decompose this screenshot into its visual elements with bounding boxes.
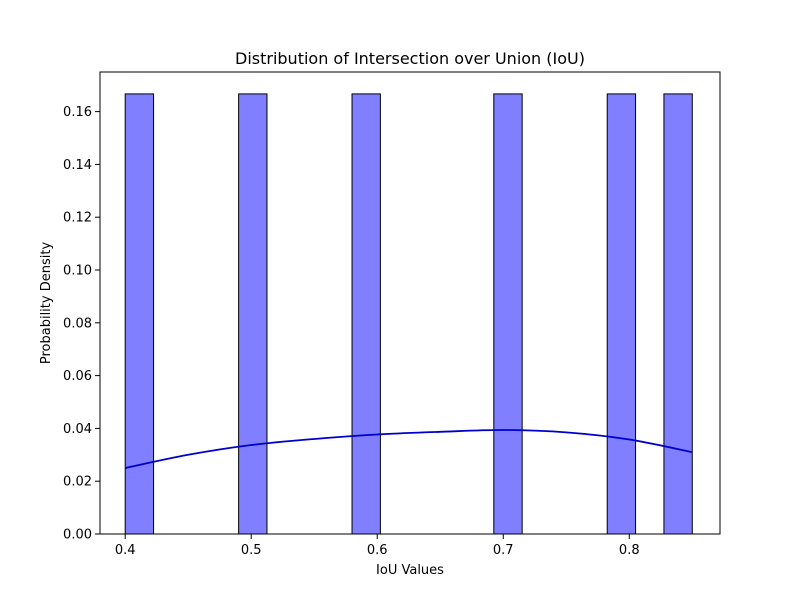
histogram-bar-3 (493, 93, 523, 535)
x-axis-ticks: 0.4 0.5 0.6 0.7 0.8 (115, 534, 640, 558)
y-axis-label: Probability Density (39, 242, 54, 365)
x-tick-label: 0.6 (367, 543, 388, 558)
histogram-bar-5 (663, 93, 693, 535)
x-tick-label: 0.4 (115, 543, 136, 558)
y-tick-label: 0.00 (63, 528, 92, 543)
y-tick-label: 0.16 (63, 105, 92, 120)
y-tick-label: 0.04 (63, 422, 92, 437)
plot-frame (99, 71, 721, 535)
y-tick-label: 0.06 (63, 369, 92, 384)
bars-group (124, 93, 693, 535)
y-tick-label: 0.14 (63, 158, 92, 173)
x-tick-label: 0.5 (241, 543, 262, 558)
y-tick-label: 0.08 (63, 316, 92, 331)
y-axis-ticks: 0.00 0.02 0.04 0.06 0.08 0.10 0.12 0.14 0.16 (63, 105, 100, 543)
y-tick-label: 0.12 (63, 211, 92, 226)
chart-title: Distribution of Intersection over Union … (235, 49, 585, 68)
histogram-bar-0 (124, 93, 155, 535)
x-tick-label: 0.8 (619, 543, 640, 558)
y-tick-label: 0.10 (63, 264, 92, 279)
x-axis-label: IoU Values (376, 563, 444, 578)
histogram-bar-1 (238, 93, 268, 535)
y-tick-label: 0.02 (63, 475, 92, 490)
histogram-bar-2 (351, 93, 381, 535)
histogram-bar-4 (606, 93, 637, 535)
x-tick-label: 0.7 (493, 543, 514, 558)
kde-curve (125, 429, 693, 469)
